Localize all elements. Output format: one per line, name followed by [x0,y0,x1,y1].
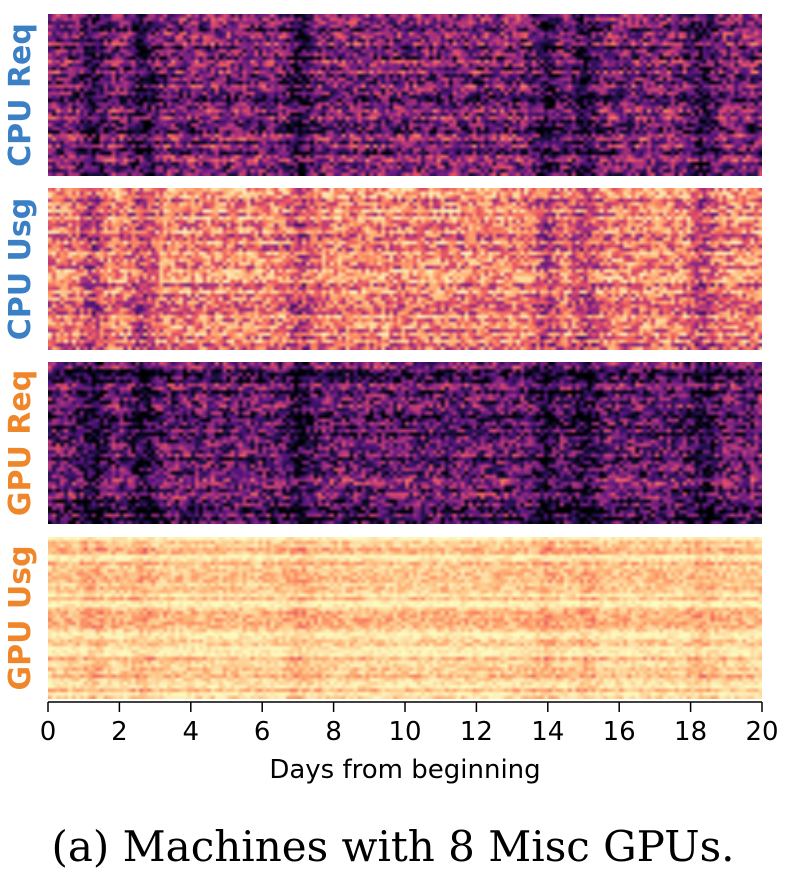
x-tick-label: 16 [603,717,636,747]
x-tick-label: 20 [745,717,778,747]
x-tick-label: 18 [674,717,707,747]
x-axis-title: Days from beginning [269,755,540,785]
x-tick-label: 0 [40,717,57,747]
heatmap-figure: CPU Req CPU Usg GPU Req GPU Usg 0 2 4 6 8 10 12 14… [3,14,779,785]
x-tick-label: 14 [531,717,564,747]
heatmap-panel-gpu-usg [48,537,762,699]
heatmap-panel-gpu-req [48,362,762,524]
x-tick-label: 4 [183,717,200,747]
heatmap-panel-cpu-req [48,14,762,176]
x-tick-label: 6 [254,717,271,747]
row-label-gpu-req: GPU Req [3,370,38,516]
row-label-cpu-usg: CPU Usg [3,198,38,341]
heatmap-panel-cpu-usg [48,188,762,350]
x-tick-label: 8 [325,717,342,747]
row-label-gpu-usg: GPU Usg [3,545,38,690]
figure-caption: (a) Machines with 8 Misc GPUs. [51,822,735,871]
row-label-cpu-req: CPU Req [3,23,38,167]
x-tick-label: 12 [460,717,493,747]
x-tick-label: 2 [111,717,128,747]
x-axis: 0 2 4 6 8 10 12 14 16 18 20 Days from beginning [40,701,779,785]
x-tick-label: 10 [388,717,421,747]
